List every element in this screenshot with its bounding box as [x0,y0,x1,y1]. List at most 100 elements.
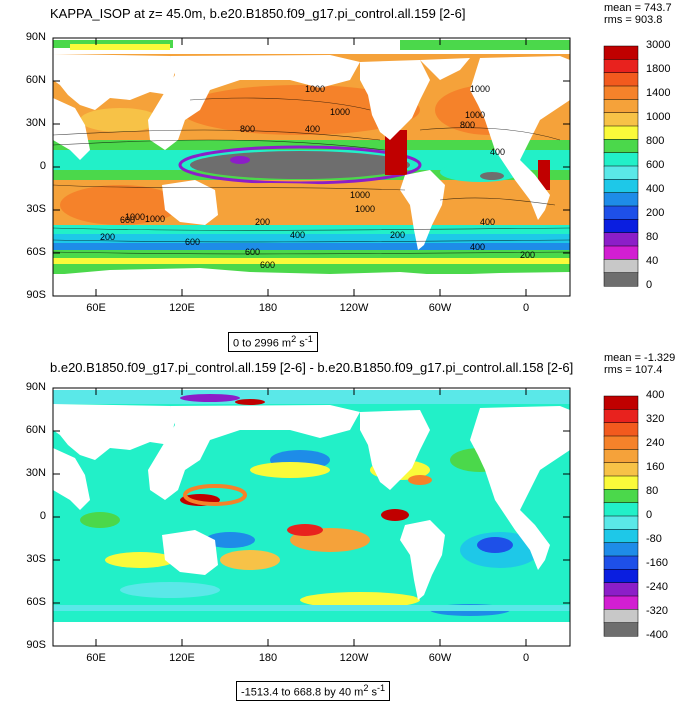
colorbar-swatch [603,272,639,287]
contour-label: 1000 [145,214,165,224]
contour-label: 800 [460,120,475,130]
colorbar-label: 40 [646,255,659,267]
x-axis-label: 60W [428,302,452,314]
x-axis-label: 120E [169,652,195,664]
colorbar-label: 1000 [646,111,671,123]
x-axis-label: 120W [339,302,369,314]
panel1-range-label: 0 to 2996 m [233,337,292,350]
colorbar-swatch [603,529,639,544]
y-axis-label: 60S [26,246,46,258]
contour-label: 400 [305,124,320,134]
colorbar-swatch [603,72,639,87]
panel2-rms: rms = 107.4 [604,364,663,376]
y-axis-label: 30N [25,117,46,129]
colorbar-swatch [603,125,639,140]
colorbar-label: 0 [646,279,653,291]
y-axis-label: 90S [26,639,46,651]
contour-label: 1000 [470,84,490,94]
y-axis-label: 90S [26,289,46,301]
colorbar-swatch [603,489,639,504]
colorbar-label: -320 [646,605,669,617]
panel2-stats: mean = -1.329 rms = 107.4 [604,352,675,376]
contour-label: 600 [185,237,200,247]
contour-label: 400 [470,242,485,252]
colorbar-swatch [603,59,639,74]
contour-label: 400 [490,147,505,157]
contour-label: 600 [120,215,135,225]
colorbar-label: -400 [646,629,669,641]
contour-label: 1000 [350,190,370,200]
panel2-units-sup1: 2 [363,683,369,693]
y-axis-label: 60N [25,424,46,436]
contour-label: 400 [480,217,495,227]
colorbar-swatch [603,245,639,260]
contour-label: 200 [255,217,270,227]
panel2-ticks [53,387,570,647]
panel2-map-field [53,388,570,646]
panel1-ticks [53,37,570,297]
contour-label: 1000 [125,212,145,222]
panel1-rms: rms = 903.8 [604,14,663,26]
panel2-units-mid: s [368,686,377,699]
x-axis-label: 60E [86,302,106,314]
y-axis-label: 0 [39,510,46,522]
colorbar-label: 400 [646,389,665,401]
colorbar-swatch [603,422,639,437]
colorbar-label: 80 [646,231,659,243]
colorbar-swatch [603,622,639,637]
colorbar-label: 1800 [646,63,671,75]
x-axis-label: 120W [339,652,369,664]
x-axis-label: 60W [428,652,452,664]
contour-label: 800 [240,124,255,134]
contour-label: 200 [520,250,535,260]
panel2-title: b.e20.B1850.f09_g17.pi_control.all.159 [… [50,360,574,375]
y-axis-label: 0 [39,160,46,172]
colorbar-swatch [603,515,639,530]
colorbar-label: 80 [646,485,659,497]
panel2-units-sup2: -1 [376,683,386,693]
colorbar-swatch [603,112,639,127]
panel1-units-sup2: -1 [304,334,313,344]
panel1-mean: mean = 743.7 [604,2,672,14]
colorbar-swatch [603,45,639,60]
y-axis-label: 30S [26,553,46,565]
colorbar-swatch [603,409,639,424]
colorbar-swatch [603,435,639,450]
panel2-mean: mean = -1.329 [604,352,676,364]
panel1-units-mid: s [296,337,305,350]
colorbar-swatch [603,192,639,207]
panel1-title: KAPPA_ISOP at z= 45.0m, b.e20.B1850.f09_… [50,6,466,21]
x-axis-label: 180 [258,652,278,664]
y-axis-label: 30S [26,203,46,215]
colorbar-label: 240 [646,437,665,449]
colorbar-label: 200 [646,207,665,219]
contour-label: 400 [290,230,305,240]
panel1-stats: mean = 743.7 rms = 903.8 [604,2,672,26]
panel2-range-label: -1513.4 to 668.8 by 40 m [241,686,364,699]
panel2-colorbar [603,395,639,637]
x-axis-label: 0 [522,302,530,314]
colorbar-label: 160 [646,461,665,473]
colorbar-swatch [603,395,639,410]
y-axis-label: 90N [25,31,46,43]
x-axis-label: 180 [258,302,278,314]
panel1-range-box: 0 to 2996 m2 s-1 [228,332,318,352]
contour-label: 1000 [465,110,485,120]
y-axis-label: 60S [26,596,46,608]
y-axis-label: 60N [25,74,46,86]
colorbar-label: 3000 [646,39,671,51]
contour-label: 1000 [330,107,350,117]
colorbar-label: 320 [646,413,665,425]
colorbar-swatch [603,179,639,194]
colorbar-swatch [603,595,639,610]
colorbar-swatch [603,609,639,624]
contour-label: 200 [100,232,115,242]
colorbar-swatch [603,139,639,154]
colorbar-swatch [603,555,639,570]
colorbar-label: -80 [646,533,662,545]
panel2-range-box: -1513.4 to 668.8 by 40 m2 s-1 [236,681,391,701]
colorbar-swatch [603,475,639,490]
colorbar-swatch [603,152,639,167]
colorbar-swatch [603,449,639,464]
